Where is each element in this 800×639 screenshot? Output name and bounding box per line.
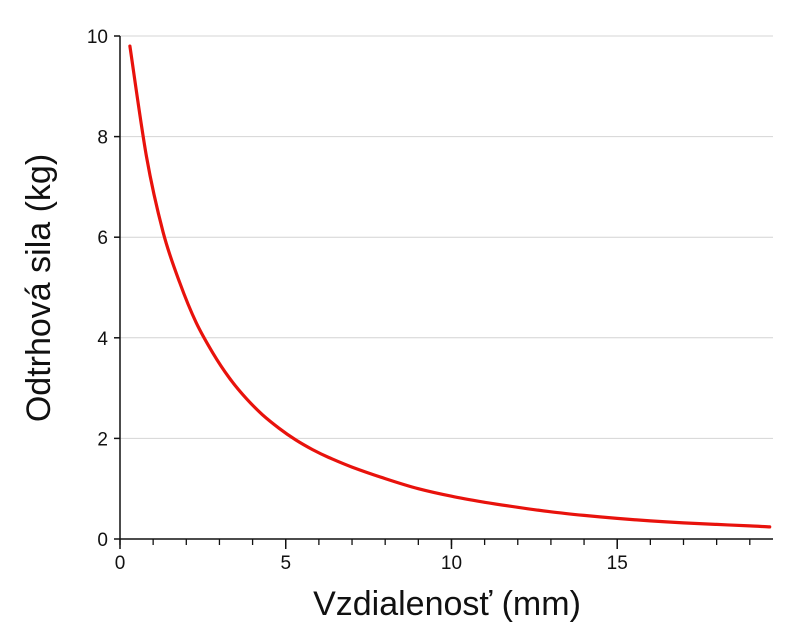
y-tick-label: 6 [97, 228, 108, 249]
x-tick-label: 0 [115, 553, 126, 574]
y-tick-label: 8 [97, 128, 108, 149]
x-tick-label: 5 [280, 553, 291, 574]
y-axis-title: Odtrhová sila (kg) [20, 154, 58, 422]
series-layer [128, 44, 772, 529]
y-tick-label: 0 [97, 530, 108, 551]
y-tick-label: 2 [97, 429, 108, 450]
series-line [128, 44, 772, 529]
y-tick-label: 4 [97, 329, 108, 350]
y-tick-label: 10 [87, 27, 108, 48]
x-tick-label: 15 [607, 553, 628, 574]
x-tick-label: 10 [441, 553, 462, 574]
x-axis-title: Vzdialenosť (mm) [313, 585, 581, 623]
tick-labels: 0 2 4 6 8 10 0 5 10 15 [87, 27, 628, 574]
axes [114, 35, 773, 549]
grid-lines [120, 35, 773, 439]
